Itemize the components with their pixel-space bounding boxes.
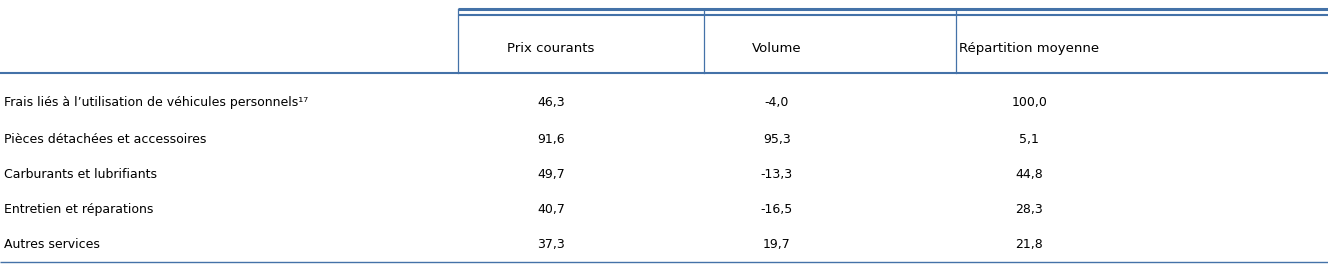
- Text: Volume: Volume: [752, 42, 802, 55]
- Text: Frais liés à l’utilisation de véhicules personnels¹⁷: Frais liés à l’utilisation de véhicules …: [4, 96, 308, 109]
- Text: 46,3: 46,3: [538, 96, 564, 109]
- Text: 40,7: 40,7: [538, 203, 564, 216]
- Text: -13,3: -13,3: [761, 168, 793, 181]
- Text: -16,5: -16,5: [761, 203, 793, 216]
- Text: Répartition moyenne: Répartition moyenne: [959, 42, 1100, 55]
- Text: 28,3: 28,3: [1016, 203, 1042, 216]
- Text: Pièces détachées et accessoires: Pièces détachées et accessoires: [4, 133, 206, 146]
- Text: -4,0: -4,0: [765, 96, 789, 109]
- Text: 100,0: 100,0: [1011, 96, 1048, 109]
- Text: 91,6: 91,6: [538, 133, 564, 146]
- Text: 5,1: 5,1: [1020, 133, 1038, 146]
- Text: 95,3: 95,3: [764, 133, 790, 146]
- Text: 37,3: 37,3: [538, 238, 564, 251]
- Text: 44,8: 44,8: [1016, 168, 1042, 181]
- Text: 49,7: 49,7: [538, 168, 564, 181]
- Text: Carburants et lubrifiants: Carburants et lubrifiants: [4, 168, 157, 181]
- Text: 19,7: 19,7: [764, 238, 790, 251]
- Text: Autres services: Autres services: [4, 238, 100, 251]
- Text: Entretien et réparations: Entretien et réparations: [4, 203, 153, 216]
- Text: Prix courants: Prix courants: [507, 42, 595, 55]
- Text: 21,8: 21,8: [1016, 238, 1042, 251]
